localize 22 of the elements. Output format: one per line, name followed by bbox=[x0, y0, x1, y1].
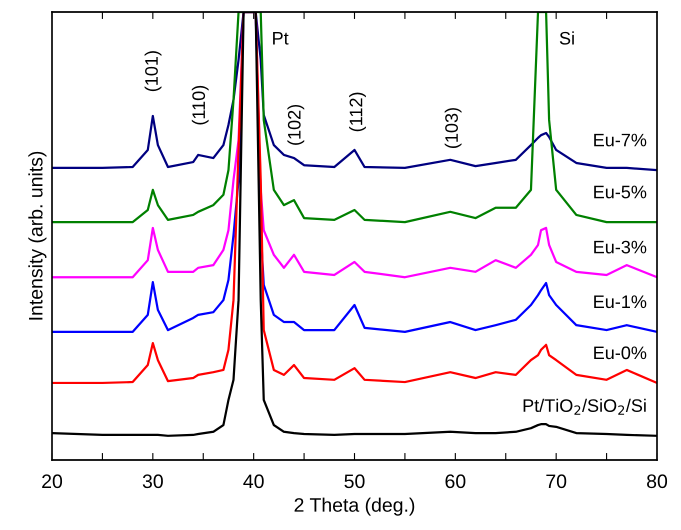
x-tick-label: 30 bbox=[142, 474, 163, 488]
x-tick-label: 80 bbox=[647, 474, 668, 488]
series-label: Eu-7% bbox=[594, 134, 646, 146]
annotation: (103) bbox=[444, 108, 462, 148]
series-label: Eu-3% bbox=[594, 240, 646, 254]
annotation: (112) bbox=[349, 92, 366, 132]
series-label: Eu-0% bbox=[594, 346, 646, 360]
x-tick-label: 20 bbox=[42, 474, 62, 488]
series-label: Eu-5% bbox=[594, 186, 646, 198]
series-label: Eu-1% bbox=[594, 295, 646, 308]
annotation: (101) bbox=[144, 51, 162, 92]
series-label: Pt/TiO$_{2}$/SiO$_{2}$/Si bbox=[524, 398, 646, 415]
x-tick-label: 70 bbox=[546, 474, 566, 488]
annotation: (110) bbox=[192, 86, 209, 124]
annotation: Si bbox=[560, 31, 574, 45]
x-tick-label: 40 bbox=[243, 474, 264, 488]
y-axis-title: Intensity (arb. units) bbox=[28, 152, 46, 320]
annotation: (102) bbox=[287, 104, 304, 145]
x-tick-label: 60 bbox=[446, 474, 466, 488]
annotation: Pt bbox=[273, 32, 289, 45]
x-axis-title: 2 Theta (deg.) bbox=[294, 498, 414, 516]
x-tick-label: 50 bbox=[344, 474, 365, 488]
